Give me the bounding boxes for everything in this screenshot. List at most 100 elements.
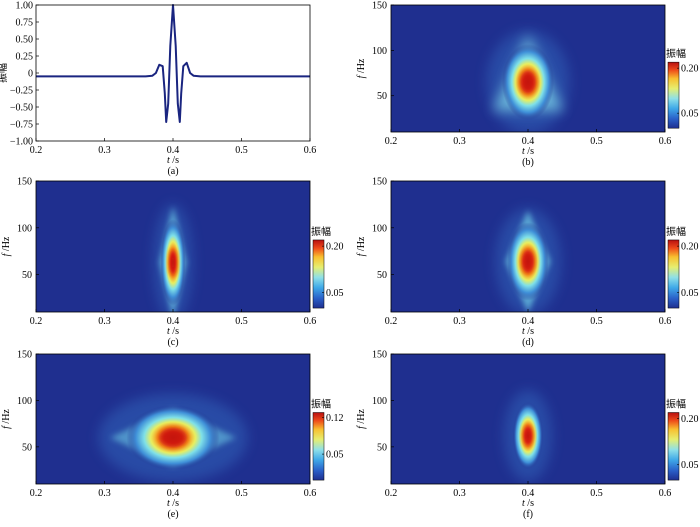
energy-core [169, 249, 177, 276]
x-tick-label: 0.5 [235, 316, 248, 327]
colorbar [312, 412, 325, 481]
colorbar-tick-label: 0.20 [681, 64, 699, 75]
colorbar-tick-label: 0.05 [681, 109, 699, 120]
panel-d: 50 100 150 f /Hz 振幅 0.05 0.20 0.2 0.3 0.4 0.5 0.6 t … [356, 177, 699, 349]
x-axis-unit: /s [525, 146, 534, 157]
y-axis-label: f /Hz [1, 409, 12, 429]
panel-e: 50 100 150 f /Hz 振幅 0.05 0.12 0.2 0.3 0.4 0.5 0.6 t … [1, 350, 344, 521]
y-tick-label: −0.75 [10, 120, 33, 131]
y-tick-label: 50 [22, 270, 32, 281]
panel-caption: (a) [167, 166, 178, 177]
x-axis-label: t /s [522, 326, 534, 337]
y-tick-label: 100 [17, 396, 32, 407]
x-tick-label: 0.4 [522, 136, 535, 147]
panel-caption: (f) [523, 509, 533, 520]
x-tick-label: 0.2 [30, 145, 43, 156]
heatmap-energy [486, 30, 570, 132]
x-tick-label: 0.6 [659, 316, 672, 327]
x-axis-var: t [522, 498, 525, 509]
y-axis-var: f [1, 425, 12, 429]
y-tick-label: 100 [372, 46, 387, 57]
colorbar-tick-label: 0.12 [326, 413, 344, 424]
y-tick-label: 100 [372, 396, 387, 407]
x-tick-label: 0.5 [590, 488, 603, 499]
heatmap-energy [153, 204, 193, 312]
panel-b: 50 100 150 f /Hz 振幅 0.05 0.20 0.2 0.3 0.4 0.5 0.6 t … [356, 1, 699, 169]
x-tick-label: 0.2 [385, 316, 398, 327]
y-tick-label: 150 [372, 1, 387, 12]
panel-caption: (c) [167, 337, 178, 348]
y-axis-unit: /Hz [356, 409, 367, 427]
y-tick-label: 50 [377, 91, 387, 102]
x-tick-label: 0.2 [385, 488, 398, 499]
colorbar [667, 61, 680, 129]
colorbar-title: 振幅 [311, 398, 331, 411]
colorbar-title: 振幅 [311, 225, 331, 238]
y-tick-label: −0.25 [10, 86, 33, 97]
x-axis-unit: /s [525, 326, 534, 337]
colorbar-title: 振幅 [666, 47, 686, 60]
x-tick-label: 0.4 [167, 145, 180, 156]
x-axis-label: t /s [167, 498, 179, 509]
x-tick-label: 0.2 [385, 136, 398, 147]
x-tick-label: 0.3 [453, 136, 466, 147]
heatmap-energy [503, 390, 553, 482]
y-axis-unit: /Hz [356, 236, 367, 254]
x-tick-label: 0.2 [30, 316, 43, 327]
y-tick-label: 0 [28, 69, 33, 80]
y-tick-label: 150 [372, 177, 387, 188]
x-tick-label: 0.6 [304, 316, 317, 327]
colorbar-tick-label: 0.05 [681, 288, 699, 299]
energy-core [521, 249, 535, 274]
y-tick-label: 150 [372, 350, 387, 361]
x-tick-label: 0.5 [590, 136, 603, 147]
y-axis-label: f /Hz [356, 236, 367, 256]
y-axis-var: f [356, 252, 367, 256]
x-axis-label: t /s [167, 326, 179, 337]
y-tick-label: 1.00 [16, 1, 34, 12]
x-tick-label: 0.4 [522, 316, 535, 327]
y-axis-label: 振幅 [0, 63, 9, 83]
x-tick-label: 0.3 [453, 488, 466, 499]
y-tick-label: 0.50 [16, 35, 34, 46]
y-tick-label: −1.00 [10, 137, 33, 148]
x-axis-var: t [167, 155, 170, 166]
y-tick-label: 0.75 [16, 18, 34, 29]
x-axis-label: t /s [522, 146, 534, 157]
x-tick-label: 0.5 [235, 488, 248, 499]
y-tick-label: 50 [377, 442, 387, 453]
x-axis-unit: /s [170, 498, 179, 509]
y-axis-unit: /Hz [356, 58, 367, 76]
heatmap-energy [495, 208, 561, 312]
colorbar [312, 239, 325, 309]
x-tick-label: 0.6 [304, 488, 317, 499]
x-axis-label: t /s [522, 498, 534, 509]
x-tick-label: 0.2 [30, 488, 43, 499]
energy-core [520, 70, 536, 94]
y-tick-label: 50 [22, 442, 32, 453]
x-tick-label: 0.3 [98, 316, 111, 327]
y-axis-label: f /Hz [1, 236, 12, 256]
y-tick-label: 100 [372, 223, 387, 234]
x-tick-label: 0.5 [590, 316, 603, 327]
x-axis-label: t /s [167, 155, 179, 166]
x-axis-unit: /s [170, 326, 179, 337]
x-axis-var: t [522, 326, 525, 337]
colorbar-tick-label: 0.20 [326, 242, 344, 253]
panel-c: 50 100 150 f /Hz 振幅 0.05 0.20 0.2 0.3 0.4 0.5 0.6 t … [1, 177, 344, 349]
y-tick-label: 0.25 [16, 52, 34, 63]
y-axis-unit: /Hz [1, 409, 12, 427]
x-tick-label: 0.6 [659, 136, 672, 147]
colorbar-tick-label: 0.05 [326, 288, 344, 299]
panel-caption: (b) [522, 157, 534, 168]
x-axis-var: t [167, 498, 170, 509]
x-axis-var: t [167, 326, 170, 337]
colorbar-tick-label: 0.05 [681, 460, 699, 471]
colorbar [667, 239, 680, 309]
panel-caption: (d) [522, 337, 534, 348]
panel-caption: (e) [167, 509, 178, 520]
colorbar-tick-label: 0.20 [681, 414, 699, 425]
y-tick-label: −0.50 [10, 103, 33, 114]
colorbar-tick-label: 0.20 [681, 242, 699, 253]
